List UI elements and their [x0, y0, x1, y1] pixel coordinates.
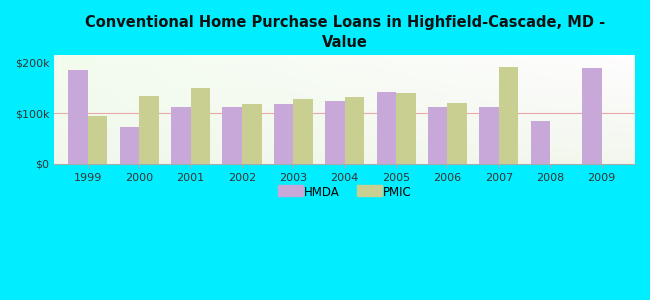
Bar	[171, 107, 190, 164]
Bar	[479, 107, 499, 164]
Bar	[428, 107, 447, 164]
Bar	[120, 128, 139, 164]
Bar	[88, 116, 107, 164]
Bar	[68, 70, 88, 164]
Title: Conventional Home Purchase Loans in Highfield-Cascade, MD -
Value: Conventional Home Purchase Loans in High…	[84, 15, 604, 50]
Bar	[242, 104, 261, 164]
Bar	[139, 96, 159, 164]
Bar	[274, 104, 293, 164]
Bar	[325, 101, 344, 164]
Bar	[344, 97, 364, 164]
Bar	[499, 67, 519, 164]
Bar	[376, 92, 396, 164]
Bar	[293, 99, 313, 164]
Bar	[396, 93, 415, 164]
Legend: HMDA, PMIC: HMDA, PMIC	[273, 181, 417, 204]
Bar	[222, 107, 242, 164]
Bar	[190, 88, 210, 164]
Bar	[582, 68, 602, 164]
Bar	[447, 103, 467, 164]
Bar	[530, 121, 551, 164]
